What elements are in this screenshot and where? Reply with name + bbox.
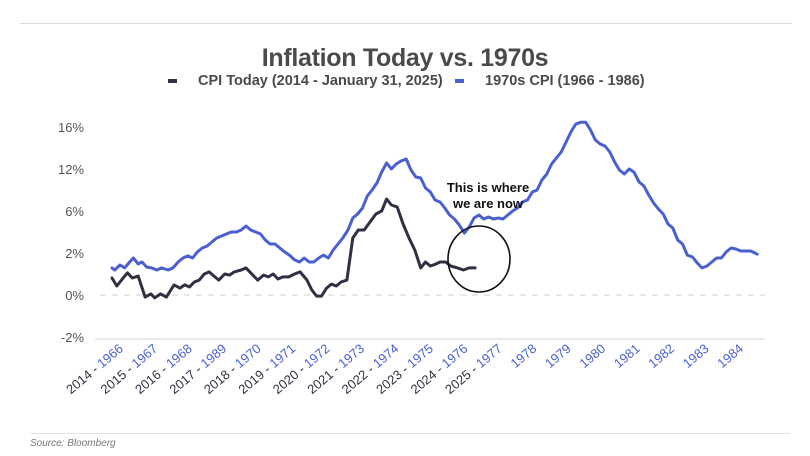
y-axis: 16% 12% 6% 2% 0% -2%: [58, 120, 84, 345]
y-tick-label: 16%: [58, 120, 84, 135]
chart-title: Inflation Today vs. 1970s: [261, 44, 549, 72]
x-tick-past: 1984: [714, 341, 746, 371]
source-note: Source: Bloomberg: [30, 438, 116, 449]
x-tick-past: 1978: [508, 341, 540, 371]
y-tick-label: 2%: [65, 246, 84, 261]
legend: CPI Today (2014 - January 31, 2025) 1970…: [0, 73, 810, 93]
legend-swatch-1970s-cpi: [455, 79, 464, 83]
x-tick-past: 1977: [473, 341, 505, 371]
x-tick-past: 1983: [680, 341, 712, 371]
x-tick-label: 1981: [611, 341, 643, 371]
legend-item-cpi-today: CPI Today (2014 - January 31, 2025): [168, 73, 443, 89]
legend-swatch-cpi-today: [168, 79, 177, 83]
bottom-divider: [30, 433, 790, 434]
annotation-line-1: This is where: [447, 180, 529, 195]
x-tick-label: 1980: [576, 341, 608, 371]
x-tick-past: 1979: [542, 341, 574, 371]
x-tick-label: 1979: [542, 341, 574, 371]
y-tick-label: 6%: [65, 204, 84, 219]
x-tick-past: 1981: [611, 341, 643, 371]
x-tick-past: 1982: [645, 341, 677, 371]
annotation-line-2: we are now: [452, 196, 524, 211]
y-tick-label: 12%: [58, 162, 84, 177]
legend-label-cpi-today: CPI Today (2014 - January 31, 2025): [198, 73, 443, 89]
annotation-circle: [447, 225, 511, 293]
series-layer: [110, 120, 759, 300]
y-tick-label: 0%: [65, 288, 84, 303]
x-tick-past: 1980: [576, 341, 608, 371]
legend-label-1970s-cpi: 1970s CPI (1966 - 1986): [485, 73, 645, 89]
x-tick-label: 1978: [508, 341, 540, 371]
y-tick-label: -2%: [61, 330, 85, 345]
x-tick-label: 1983: [680, 341, 712, 371]
x-tick-label: 1982: [645, 341, 677, 371]
legend-item-1970s-cpi: 1970s CPI (1966 - 1986): [455, 73, 645, 89]
series-line-cpi-today: [110, 197, 477, 300]
series-line-1970s-cpi: [110, 120, 759, 272]
top-divider: [20, 23, 792, 24]
x-tick-label: 1984: [714, 341, 746, 371]
